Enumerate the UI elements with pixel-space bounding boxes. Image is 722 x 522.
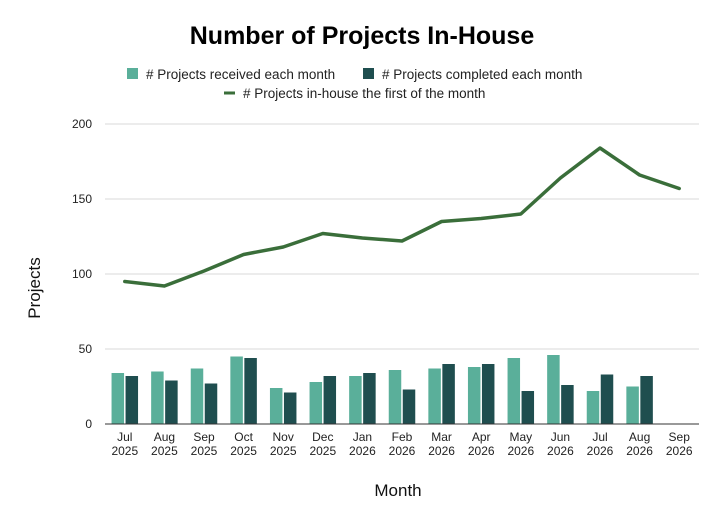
x-tick-label-month: Jul bbox=[592, 430, 607, 444]
bar-received bbox=[547, 355, 560, 424]
x-tick-label-year: 2026 bbox=[468, 444, 495, 458]
y-axis-ticks: 0 50 100 150 200 bbox=[72, 117, 92, 431]
x-tick-label-month: Apr bbox=[472, 430, 491, 444]
x-tick-label-month: Dec bbox=[312, 430, 333, 444]
x-tick-label-month: Mar bbox=[431, 430, 452, 444]
legend: # Projects received each month # Project… bbox=[127, 67, 582, 101]
bar-received bbox=[586, 391, 600, 424]
x-tick-label-year: 2026 bbox=[547, 444, 574, 458]
x-tick-label-month: Jul bbox=[117, 430, 132, 444]
bars bbox=[111, 355, 653, 424]
bar-received bbox=[467, 367, 481, 424]
x-tick-label-year: 2026 bbox=[626, 444, 653, 458]
bar-completed bbox=[442, 364, 455, 424]
bar-completed bbox=[402, 389, 416, 424]
x-tick-label-month: Sep bbox=[669, 430, 691, 444]
legend-label-inhouse: # Projects in-house the first of the mon… bbox=[243, 86, 485, 101]
x-tick-label-month: Jun bbox=[551, 430, 570, 444]
x-axis-ticks: Jul2025Aug2025Sep2025Oct2025Nov2025Dec20… bbox=[111, 430, 692, 458]
y-axis-title: Projects bbox=[25, 257, 44, 318]
bar-completed bbox=[561, 385, 574, 424]
bar-received bbox=[388, 370, 402, 424]
chart-title: Number of Projects In-House bbox=[190, 22, 535, 50]
bar-completed bbox=[600, 374, 614, 424]
bar-received bbox=[309, 382, 323, 424]
bar-completed bbox=[244, 358, 257, 424]
bar-completed bbox=[521, 391, 535, 424]
x-tick-label-year: 2026 bbox=[349, 444, 376, 458]
bar-received bbox=[111, 373, 125, 424]
x-tick-label-month: Oct bbox=[234, 430, 253, 444]
x-tick-label-year: 2025 bbox=[270, 444, 297, 458]
gridlines bbox=[105, 123, 699, 350]
bar-received bbox=[230, 356, 243, 424]
x-tick-label-year: 2025 bbox=[230, 444, 257, 458]
x-tick-label-year: 2026 bbox=[666, 444, 693, 458]
bar-completed bbox=[125, 376, 139, 424]
x-axis-title: Month bbox=[374, 481, 421, 500]
y-tick-label: 200 bbox=[72, 117, 92, 131]
y-tick-label: 50 bbox=[79, 342, 93, 356]
x-tick-label-year: 2026 bbox=[428, 444, 455, 458]
bar-received bbox=[269, 388, 283, 424]
bar-received bbox=[626, 386, 639, 424]
bar-completed bbox=[204, 383, 218, 424]
inhouse-line-layer bbox=[123, 146, 681, 288]
bar-completed bbox=[481, 364, 495, 424]
x-tick-label-month: Sep bbox=[193, 430, 215, 444]
x-tick-label-month: Jan bbox=[353, 430, 372, 444]
bar-received bbox=[151, 371, 164, 424]
bar-completed bbox=[165, 380, 178, 424]
x-tick-label-month: Nov bbox=[273, 430, 294, 444]
y-tick-label: 0 bbox=[85, 417, 92, 431]
bar-completed bbox=[283, 392, 297, 424]
legend-label-received: # Projects received each month bbox=[146, 67, 335, 82]
bar-received bbox=[428, 368, 441, 424]
bar-received bbox=[349, 376, 362, 424]
x-tick-label-year: 2026 bbox=[587, 444, 614, 458]
y-tick-label: 150 bbox=[72, 192, 92, 206]
legend-label-completed: # Projects completed each month bbox=[382, 67, 582, 82]
bar-completed bbox=[363, 373, 376, 424]
x-tick-label-year: 2025 bbox=[309, 444, 336, 458]
x-tick-label-year: 2025 bbox=[111, 444, 138, 458]
x-tick-label-year: 2025 bbox=[151, 444, 178, 458]
x-tick-label-month: Feb bbox=[392, 430, 413, 444]
y-tick-label: 100 bbox=[72, 267, 92, 281]
bar-received bbox=[190, 368, 204, 424]
x-tick-label-month: May bbox=[509, 430, 532, 444]
x-tick-label-year: 2025 bbox=[191, 444, 218, 458]
bar-completed bbox=[323, 376, 337, 424]
line-inhouse bbox=[123, 146, 681, 288]
legend-swatch-received bbox=[127, 68, 138, 79]
x-tick-label-year: 2026 bbox=[389, 444, 416, 458]
bar-completed bbox=[640, 376, 653, 424]
x-tick-label-month: Aug bbox=[154, 430, 175, 444]
x-tick-label-month: Aug bbox=[629, 430, 650, 444]
bar-received bbox=[507, 358, 521, 424]
x-tick-label-year: 2026 bbox=[507, 444, 534, 458]
legend-swatch-completed bbox=[363, 68, 374, 79]
